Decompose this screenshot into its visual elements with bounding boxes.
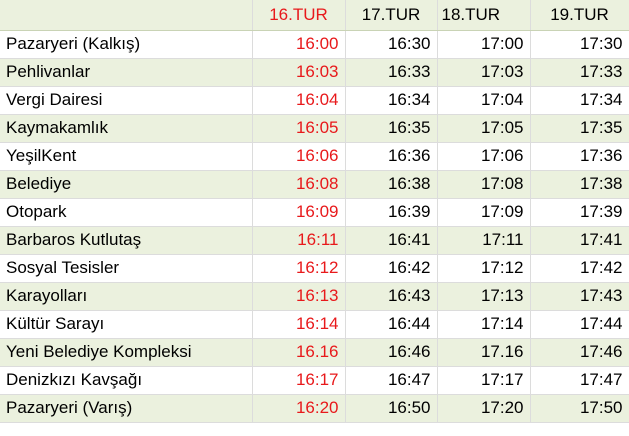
table-row: Pazaryeri (Varış) 16:20 16:50 17:20 17:50 xyxy=(0,394,629,423)
time-cell: 17:12 xyxy=(437,254,531,283)
stop-name-cell: Denizkızı Kavşağı xyxy=(0,366,253,395)
time-cell: 16:41 xyxy=(345,226,438,255)
time-cell: 16:34 xyxy=(345,86,438,115)
stop-name-cell: Pehlivanlar xyxy=(0,58,253,87)
time-cell: 16:44 xyxy=(345,310,438,339)
time-cell: 17:17 xyxy=(437,366,531,395)
time-cell: 17:30 xyxy=(530,30,629,59)
bus-schedule-table: 16.TUR 17.TUR 18.TUR 19.TUR Pazaryeri (K… xyxy=(0,0,629,423)
time-cell: 16:50 xyxy=(345,394,438,423)
time-cell: 16:30 xyxy=(345,30,438,59)
stop-name-cell: Yeni Belediye Kompleksi xyxy=(0,338,253,367)
time-cell: 16:05 xyxy=(252,114,346,143)
time-cell: 16:13 xyxy=(252,282,346,311)
time-cell: 16:20 xyxy=(252,394,346,423)
header-stop-cell xyxy=(0,0,253,31)
time-cell: 17:11 xyxy=(437,226,531,255)
time-cell: 16.16 xyxy=(252,338,346,367)
time-cell: 17:35 xyxy=(530,114,629,143)
time-cell: 16:38 xyxy=(345,170,438,199)
stop-name-cell: Sosyal Tesisler xyxy=(0,254,253,283)
header-tour-19: 19.TUR xyxy=(530,0,629,31)
time-cell: 17:20 xyxy=(437,394,531,423)
time-cell: 16:11 xyxy=(252,226,346,255)
time-cell: 16:36 xyxy=(345,142,438,171)
stop-name-cell: Otopark xyxy=(0,198,253,227)
time-cell: 16:47 xyxy=(345,366,438,395)
time-cell: 16:12 xyxy=(252,254,346,283)
time-cell: 17:42 xyxy=(530,254,629,283)
stop-name-cell: Pazaryeri (Varış) xyxy=(0,394,253,423)
time-cell: 16:17 xyxy=(252,366,346,395)
table-row: Barbaros Kutlutaş 16:11 16:41 17:11 17:41 xyxy=(0,226,629,255)
header-tour-17: 17.TUR xyxy=(345,0,438,31)
time-cell: 16:03 xyxy=(252,58,346,87)
time-cell: 17:46 xyxy=(530,338,629,367)
table-row: Kültür Sarayı 16:14 16:44 17:14 17:44 xyxy=(0,310,629,339)
stop-name-cell: YeşilKent xyxy=(0,142,253,171)
time-cell: 17:41 xyxy=(530,226,629,255)
time-cell: 16:00 xyxy=(252,30,346,59)
table-row: Karayolları 16:13 16:43 17:13 17:43 xyxy=(0,282,629,311)
stop-name-cell: Pazaryeri (Kalkış) xyxy=(0,30,253,59)
time-cell: 17:14 xyxy=(437,310,531,339)
table-row: Kaymakamlık 16:05 16:35 17:05 17:35 xyxy=(0,114,629,143)
time-cell: 16:43 xyxy=(345,282,438,311)
time-cell: 16:09 xyxy=(252,198,346,227)
time-cell: 16:14 xyxy=(252,310,346,339)
time-cell: 16:04 xyxy=(252,86,346,115)
stop-name-cell: Vergi Dairesi xyxy=(0,86,253,115)
header-tour-16: 16.TUR xyxy=(252,0,346,31)
stop-name-cell: Barbaros Kutlutaş xyxy=(0,226,253,255)
table-row: Belediye 16:08 16:38 17:08 17:38 xyxy=(0,170,629,199)
time-cell: 16:33 xyxy=(345,58,438,87)
time-cell: 17:34 xyxy=(530,86,629,115)
table-row: Sosyal Tesisler 16:12 16:42 17:12 17:42 xyxy=(0,254,629,283)
time-cell: 16:46 xyxy=(345,338,438,367)
time-cell: 17:38 xyxy=(530,170,629,199)
stop-name-cell: Karayolları xyxy=(0,282,253,311)
time-cell: 17:09 xyxy=(437,198,531,227)
time-cell: 16:35 xyxy=(345,114,438,143)
time-cell: 16:39 xyxy=(345,198,438,227)
time-cell: 17:13 xyxy=(437,282,531,311)
time-cell: 17:05 xyxy=(437,114,531,143)
time-cell: 16:08 xyxy=(252,170,346,199)
table-row: YeşilKent 16:06 16:36 17:06 17:36 xyxy=(0,142,629,171)
time-cell: 17:47 xyxy=(530,366,629,395)
time-cell: 17:50 xyxy=(530,394,629,423)
stop-name-cell: Kaymakamlık xyxy=(0,114,253,143)
time-cell: 17:43 xyxy=(530,282,629,311)
table-row: Pazaryeri (Kalkış) 16:00 16:30 17:00 17:30 xyxy=(0,30,629,59)
header-tour-18: 18.TUR xyxy=(437,0,531,31)
time-cell: 16:42 xyxy=(345,254,438,283)
stop-name-cell: Kültür Sarayı xyxy=(0,310,253,339)
time-cell: 17:39 xyxy=(530,198,629,227)
time-cell: 17:33 xyxy=(530,58,629,87)
table-row: Denizkızı Kavşağı 16:17 16:47 17:17 17:47 xyxy=(0,366,629,395)
time-cell: 17:00 xyxy=(437,30,531,59)
time-cell: 17:36 xyxy=(530,142,629,171)
time-cell: 17:04 xyxy=(437,86,531,115)
time-cell: 17:03 xyxy=(437,58,531,87)
time-cell: 17:44 xyxy=(530,310,629,339)
table-row: Vergi Dairesi 16:04 16:34 17:04 17:34 xyxy=(0,86,629,115)
stop-name-cell: Belediye xyxy=(0,170,253,199)
time-cell: 17:06 xyxy=(437,142,531,171)
time-cell: 17.16 xyxy=(437,338,531,367)
table-row: Pehlivanlar 16:03 16:33 17:03 17:33 xyxy=(0,58,629,87)
table-row: Yeni Belediye Kompleksi 16.16 16:46 17.16 17… xyxy=(0,338,629,367)
time-cell: 17:08 xyxy=(437,170,531,199)
table-row: Otopark 16:09 16:39 17:09 17:39 xyxy=(0,198,629,227)
header-row: 16.TUR 17.TUR 18.TUR 19.TUR xyxy=(0,0,629,31)
schedule-body: 16.TUR 17.TUR 18.TUR 19.TUR Pazaryeri (K… xyxy=(0,0,629,423)
time-cell: 16:06 xyxy=(252,142,346,171)
